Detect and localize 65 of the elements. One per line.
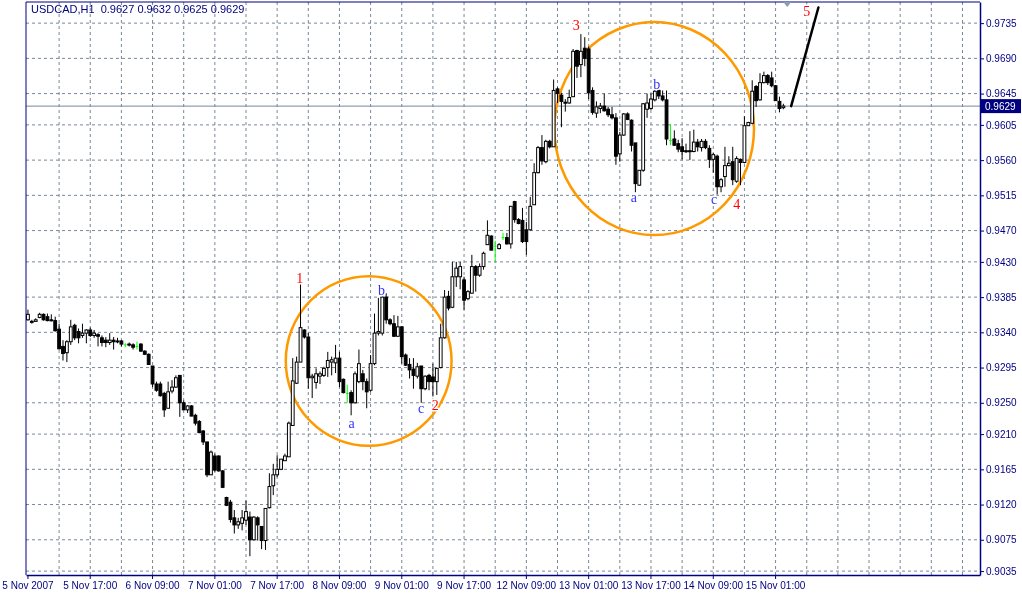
candlestick: [131, 342, 135, 351]
candlestick: [318, 370, 322, 385]
x-tick-label: 8 Nov 09:00: [312, 580, 367, 592]
candlestick: [251, 515, 256, 542]
y-tick-label: 0.9035: [986, 565, 1018, 577]
x-tick-label: 7 Nov 17:00: [250, 580, 305, 592]
candlestick: [473, 264, 478, 293]
y-tick-label: 0.9250: [986, 397, 1018, 409]
y-tick-label: 0.9295: [986, 362, 1018, 374]
candlestick: [255, 515, 260, 542]
annotation: 2: [431, 397, 439, 413]
candlestick: [434, 367, 439, 396]
y-tick-label: 0.9645: [986, 88, 1018, 100]
y-tick-label: 0.9735: [986, 17, 1018, 29]
ref-line-label: 0.9629: [985, 100, 1017, 112]
candlestick: [684, 143, 688, 154]
x-tick-label: 13 Nov 17:00: [621, 580, 682, 592]
candlestick: [543, 139, 548, 164]
candlestick: [578, 33, 583, 78]
x-tick-label: 6 Nov 09:00: [125, 580, 180, 592]
annotation: b: [378, 282, 386, 298]
candlestick: [329, 356, 334, 376]
annotation: b: [653, 76, 661, 92]
candlestick: [96, 332, 100, 347]
y-tick-label: 0.9340: [986, 327, 1018, 339]
chart-title: USDCAD,H1 0.9627 0.9632 0.9625 0.9629: [31, 3, 245, 15]
y-tick-label: 0.9605: [986, 119, 1018, 131]
candlestick: [228, 499, 233, 524]
candlestick: [345, 384, 350, 404]
annotation: 1: [296, 270, 304, 286]
y-tick-label: 0.9515: [986, 190, 1018, 202]
x-tick-label: 5 Nov 17:00: [63, 580, 118, 592]
x-tick-label: 12 Nov 09:00: [496, 580, 557, 592]
y-tick-label: 0.9210: [986, 428, 1018, 440]
annotation: a: [630, 189, 638, 205]
y-tick-label: 0.9560: [986, 154, 1018, 166]
annotation: a: [348, 415, 356, 431]
candlestick: [100, 334, 104, 347]
y-tick-label: 0.9385: [986, 291, 1018, 303]
candlestick: [734, 155, 739, 184]
y-tick-label: 0.9470: [986, 225, 1018, 237]
candlestick: [688, 130, 692, 161]
candlestick: [271, 463, 276, 496]
annotation: 3: [572, 17, 580, 33]
candlestick: [212, 453, 217, 473]
x-tick-label: 5 Nov 2007: [2, 580, 54, 592]
candlestick: [723, 146, 727, 188]
y-tick-label: 0.9120: [986, 499, 1018, 511]
annotation: 4: [733, 196, 741, 212]
annotation: c: [710, 192, 718, 208]
y-tick-label: 0.9165: [986, 464, 1018, 476]
y-tick-label: 0.9075: [986, 534, 1018, 546]
y-tick-label: 0.9430: [986, 256, 1018, 268]
candlestick: [602, 93, 607, 113]
annotation: c: [418, 401, 425, 417]
y-tick-label: 0.9690: [986, 53, 1018, 65]
x-tick-label: 14 Nov 09:00: [683, 580, 744, 592]
x-tick-label: 9 Nov 17:00: [437, 580, 492, 592]
annotation: 5: [803, 3, 811, 19]
x-tick-label: 9 Nov 01:00: [374, 580, 430, 592]
candlestick: [680, 137, 685, 160]
x-tick-label: 15 Nov 01:00: [745, 580, 806, 592]
candlestick: [431, 363, 435, 398]
x-tick-label: 7 Nov 01:00: [187, 580, 243, 592]
x-tick-label: 13 Nov 01:00: [558, 580, 619, 592]
